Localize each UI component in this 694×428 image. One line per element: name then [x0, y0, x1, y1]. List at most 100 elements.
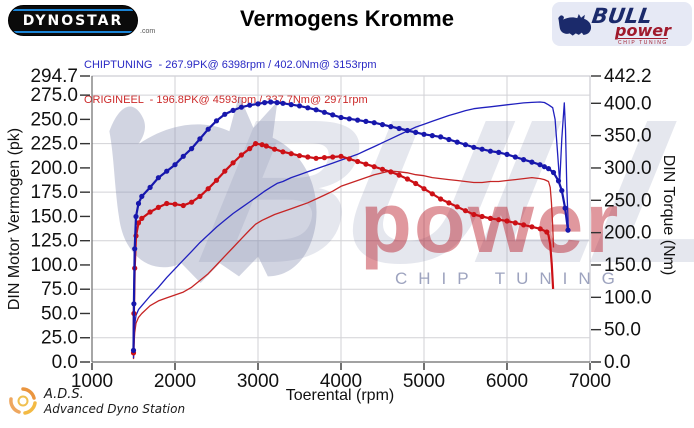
marker-origineel-koppel [371, 164, 377, 170]
marker-origineel-koppel [172, 201, 178, 207]
x-tick-label: 6000 [486, 371, 528, 392]
ads-swirl-icon [9, 387, 37, 415]
marker-origineel-koppel [537, 226, 543, 232]
marker-chiptuning-koppel [555, 178, 562, 184]
marker-origineel-koppel [259, 142, 265, 148]
marker-origineel-koppel [296, 153, 303, 159]
marker-chiptuning-koppel [496, 149, 502, 155]
marker-origineel-koppel [139, 215, 145, 221]
y-right-tick-label: 442.2 [604, 66, 652, 87]
marker-chiptuning-koppel [247, 102, 253, 108]
x-tick-label: 4000 [320, 371, 362, 392]
marker-chiptuning-koppel [230, 107, 236, 113]
marker-chiptuning-koppel [545, 166, 552, 172]
marker-origineel-koppel [222, 168, 228, 174]
y-left-tick-label: 294.7 [30, 66, 78, 87]
marker-origineel-koppel [355, 158, 361, 165]
marker-chiptuning-koppel [529, 159, 535, 165]
y-right-tick-label: 300.0 [604, 158, 652, 179]
marker-chiptuning-koppel [421, 131, 427, 137]
y-right-tick-label: 350.0 [604, 126, 652, 147]
marker-chiptuning-koppel [255, 101, 261, 107]
marker-chiptuning-koppel [479, 146, 485, 152]
bull-icon [558, 13, 592, 36]
marker-chiptuning-koppel [180, 153, 186, 159]
ads-full-name: Advanced Dyno Station [44, 402, 186, 416]
marker-chiptuning-koppel [396, 125, 402, 132]
marker-chiptuning-koppel [413, 129, 419, 135]
marker-origineel-koppel [421, 186, 427, 192]
marker-origineel-koppel [479, 213, 485, 220]
marker-origineel-koppel [496, 217, 502, 223]
x-axis-title: Toerental (rpm) [286, 387, 394, 404]
marker-chiptuning-koppel [388, 124, 394, 130]
y-left-tick-label: 175.0 [30, 182, 78, 203]
y-right-tick-label: 400.0 [604, 93, 652, 114]
marker-chiptuning-koppel [321, 109, 327, 115]
marker-chiptuning-koppel [238, 104, 244, 110]
y-left-tick-label: 50.0 [41, 303, 78, 324]
marker-chiptuning-koppel [438, 134, 444, 140]
marker-origineel-koppel [147, 209, 153, 215]
y-axis-left-title: DIN Motor Vermogen (pk) [6, 128, 23, 310]
marker-origineel-koppel [272, 146, 278, 152]
y-left-tick-label: 200.0 [30, 158, 78, 179]
marker-chiptuning-koppel [132, 246, 138, 252]
marker-origineel-koppel [313, 155, 319, 161]
x-tick-label: 1000 [71, 371, 113, 392]
marker-chiptuning-koppel [541, 164, 548, 170]
watermark-power-text: power [360, 176, 620, 271]
marker-origineel-koppel [253, 141, 259, 147]
y-left-tick-label: 125.0 [30, 231, 78, 252]
origineel-line: ORIGINEEL - 196.8PK@ 4593rpm / 337.7Nm@ … [84, 93, 368, 106]
marker-chiptuning-koppel [559, 188, 565, 194]
marker-chiptuning-koppel [147, 184, 153, 190]
marker-chiptuning-koppel [379, 122, 386, 128]
marker-origineel-koppel [263, 143, 269, 149]
marker-chiptuning-koppel [197, 136, 203, 142]
marker-chiptuning-koppel [205, 126, 211, 132]
marker-chiptuning-koppel [330, 112, 336, 118]
y-right-tick-label: 150.0 [604, 255, 652, 276]
run-info: CHIPTUNING - 267.9PK@ 6398rpm / 402.0Nm@… [84, 37, 377, 129]
marker-origineel-koppel [429, 191, 435, 197]
y-right-tick-label: 0.0 [604, 352, 630, 373]
marker-origineel-koppel [504, 218, 510, 224]
y-left-tick-label: 150.0 [30, 206, 78, 227]
y-left-tick-label: 250.0 [30, 109, 78, 130]
x-tick-label: 5000 [403, 371, 445, 392]
watermark-bull-text: BULL [186, 76, 694, 305]
marker-origineel-koppel [305, 154, 311, 160]
marker-origineel-koppel [135, 220, 142, 226]
marker-chiptuning-koppel [288, 102, 294, 108]
marker-origineel-koppel [338, 153, 344, 159]
y-left-tick-label: 25.0 [41, 328, 78, 349]
marker-chiptuning-koppel [130, 347, 137, 353]
marker-origineel-koppel [471, 211, 477, 218]
marker-chiptuning-koppel [262, 100, 268, 106]
marker-chiptuning-koppel [487, 148, 493, 154]
x-tick-label: 2000 [154, 371, 196, 392]
marker-chiptuning-koppel [346, 116, 352, 122]
marker-chiptuning-koppel [404, 127, 410, 134]
marker-origineel-koppel [230, 160, 236, 166]
marker-chiptuning-koppel [429, 133, 435, 139]
marker-origineel-koppel [529, 224, 535, 230]
marker-origineel-koppel [404, 176, 410, 182]
x-tick-label: 3000 [237, 371, 279, 392]
dynostar-logo-text: DYNOSTAR [22, 12, 124, 29]
marker-chiptuning-koppel [213, 118, 220, 124]
marker-chiptuning-koppel [296, 103, 303, 109]
y-axis-right-title: DIN Torque (Nm) [660, 155, 677, 276]
marker-origineel-koppel [462, 208, 469, 214]
chiptuning-line: CHIPTUNING - 267.9PK@ 6398rpm / 402.0Nm@… [84, 59, 377, 71]
y-left-tick-label: 75.0 [41, 279, 78, 300]
watermark-bull-icon [109, 94, 317, 284]
marker-chiptuning-koppel [462, 142, 469, 148]
page-title: Vermogens Kromme [240, 6, 454, 31]
marker-chiptuning-koppel [446, 136, 452, 143]
marker-origineel-koppel [413, 180, 419, 187]
marker-chiptuning-koppel [550, 169, 557, 176]
series-chiptuning-vermogen [132, 101, 570, 359]
